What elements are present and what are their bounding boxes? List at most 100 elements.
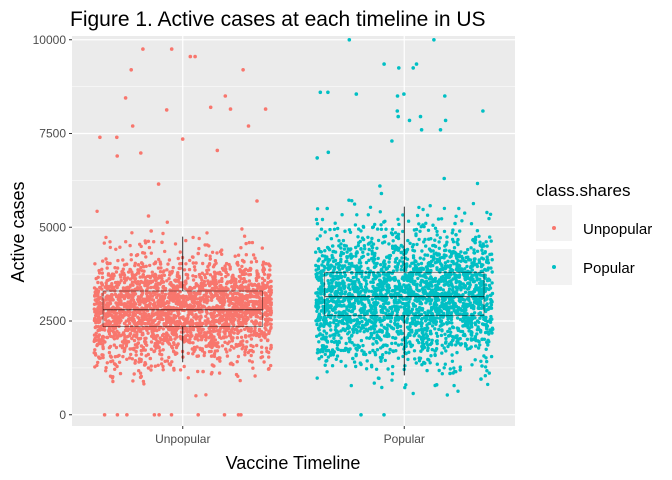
data-point — [227, 262, 231, 267]
data-point — [422, 336, 426, 341]
data-point — [393, 336, 397, 340]
data-point — [472, 248, 476, 252]
data-point — [112, 337, 117, 341]
data-point — [146, 321, 150, 326]
data-point — [202, 305, 207, 309]
data-point — [379, 227, 384, 231]
data-point — [451, 325, 456, 330]
data-point — [123, 96, 128, 100]
data-point — [429, 332, 433, 336]
data-point — [354, 245, 358, 250]
data-point — [359, 247, 363, 251]
data-point — [370, 246, 375, 250]
data-point — [385, 255, 389, 259]
data-point — [337, 339, 341, 344]
data-point — [153, 318, 157, 322]
data-point — [394, 349, 398, 353]
data-point — [343, 229, 347, 233]
data-point — [117, 331, 121, 335]
data-point — [240, 227, 244, 231]
data-point — [212, 354, 217, 359]
data-point — [244, 280, 248, 284]
data-point — [102, 241, 107, 245]
data-point — [485, 319, 490, 324]
data-point — [383, 234, 388, 238]
data-point — [243, 353, 247, 357]
data-point — [314, 217, 319, 222]
data-point — [241, 297, 245, 301]
data-point — [474, 235, 478, 239]
data-point — [428, 321, 432, 326]
data-point — [224, 274, 228, 279]
data-point — [478, 316, 482, 320]
data-point — [390, 311, 395, 315]
data-point — [165, 268, 169, 272]
data-point — [461, 297, 465, 302]
data-point — [419, 225, 423, 229]
data-point — [315, 334, 319, 338]
data-point — [471, 273, 475, 277]
data-point — [335, 234, 339, 238]
data-point — [124, 335, 129, 339]
data-point — [180, 137, 185, 141]
data-point — [364, 367, 369, 371]
data-point — [450, 231, 454, 235]
data-point — [408, 310, 412, 314]
data-point — [93, 316, 97, 321]
data-point — [100, 271, 105, 275]
data-point — [161, 270, 165, 274]
data-point — [121, 354, 125, 359]
data-point — [209, 281, 214, 286]
data-point — [390, 289, 394, 293]
data-point — [124, 240, 128, 244]
data-point — [208, 320, 212, 325]
data-point — [95, 209, 99, 213]
data-point — [214, 325, 218, 329]
data-point — [315, 222, 320, 226]
data-point — [260, 350, 264, 354]
data-point — [396, 217, 400, 221]
data-point — [138, 275, 142, 279]
data-point — [212, 352, 217, 356]
data-point — [143, 322, 147, 326]
data-point — [250, 312, 255, 317]
data-point — [167, 327, 171, 332]
data-point — [96, 360, 100, 365]
data-point — [382, 334, 387, 338]
data-point — [149, 318, 153, 322]
data-point — [385, 343, 389, 348]
data-point — [342, 243, 347, 248]
data-point — [156, 363, 160, 367]
data-point — [317, 287, 321, 291]
data-point — [471, 317, 475, 321]
data-point — [146, 331, 150, 335]
data-point — [249, 267, 253, 271]
data-point — [472, 311, 477, 315]
data-point — [242, 317, 246, 321]
data-point — [224, 292, 228, 296]
data-point — [96, 280, 100, 285]
data-point — [445, 321, 449, 325]
data-point — [155, 295, 159, 300]
data-point — [458, 299, 462, 304]
chart-title: Figure 1. Active cases at each timeline … — [70, 8, 486, 31]
data-point — [255, 199, 259, 203]
data-point — [469, 222, 474, 226]
data-point — [433, 226, 438, 230]
data-point — [100, 275, 105, 280]
data-point — [345, 250, 349, 254]
data-point — [319, 296, 324, 300]
data-point — [369, 280, 373, 284]
data-point — [250, 360, 254, 364]
data-point — [159, 338, 163, 342]
data-point — [227, 334, 232, 338]
data-point — [216, 341, 220, 345]
data-point — [336, 261, 340, 266]
data-point — [487, 371, 491, 375]
data-point — [214, 278, 218, 282]
data-point — [241, 68, 245, 72]
data-point — [197, 310, 202, 314]
data-point — [437, 240, 441, 244]
data-point — [268, 264, 272, 268]
data-point — [161, 231, 165, 236]
